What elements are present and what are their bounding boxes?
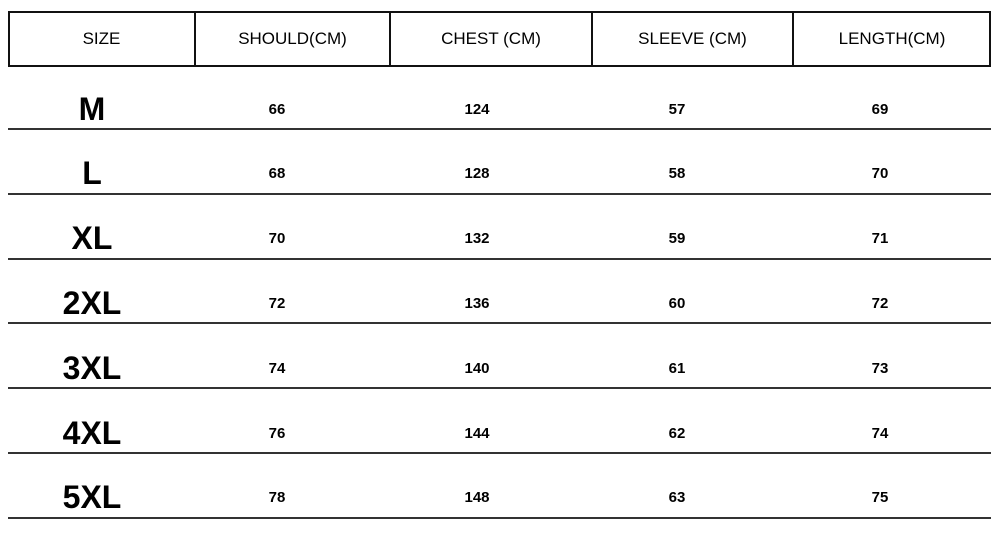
row-line bbox=[8, 452, 991, 454]
measurement: 58 bbox=[668, 165, 686, 183]
measurement: 76 bbox=[268, 424, 286, 442]
measurement: 124 bbox=[464, 100, 490, 118]
header-cell: SLEEVE (CM) bbox=[638, 29, 747, 48]
row-line bbox=[8, 128, 991, 130]
column-divider bbox=[389, 11, 391, 67]
measurement: 66 bbox=[268, 100, 286, 118]
measurement: 75 bbox=[871, 489, 889, 507]
size-label: 4XL bbox=[62, 414, 122, 451]
measurement: 68 bbox=[268, 165, 286, 183]
column-divider bbox=[194, 11, 196, 67]
measurement: 71 bbox=[871, 230, 889, 248]
size-label: M bbox=[78, 90, 106, 127]
measurement: 132 bbox=[464, 230, 490, 248]
measurement: 74 bbox=[871, 424, 889, 442]
measurement: 72 bbox=[871, 294, 889, 312]
header-cell: SIZE bbox=[82, 29, 121, 48]
header-box bbox=[8, 11, 991, 67]
column-divider bbox=[792, 11, 794, 67]
measurement: 57 bbox=[668, 100, 686, 118]
measurement: 70 bbox=[268, 230, 286, 248]
row-line bbox=[8, 516, 991, 519]
measurement: 59 bbox=[668, 230, 686, 248]
measurement: 128 bbox=[464, 165, 490, 183]
header-cell: SHOULD(CM) bbox=[238, 29, 347, 48]
measurement: 136 bbox=[464, 294, 490, 312]
measurement: 78 bbox=[268, 489, 286, 507]
header-cell: CHEST (CM) bbox=[441, 29, 541, 48]
size-label: XL bbox=[71, 220, 113, 257]
row-line bbox=[8, 322, 991, 325]
measurement: 73 bbox=[871, 359, 889, 377]
row-line bbox=[8, 257, 991, 260]
size-label: 5XL bbox=[62, 479, 122, 516]
measurement: 62 bbox=[668, 424, 686, 442]
measurement: 148 bbox=[464, 489, 490, 507]
measurement: 70 bbox=[871, 165, 889, 183]
measurement: 140 bbox=[464, 359, 490, 377]
size-label: 3XL bbox=[62, 349, 122, 386]
measurement: 61 bbox=[668, 359, 686, 377]
measurement: 63 bbox=[668, 489, 686, 507]
row-line bbox=[8, 192, 991, 195]
row-line bbox=[8, 387, 991, 390]
size-label: 2XL bbox=[62, 284, 122, 321]
measurement: 60 bbox=[668, 294, 686, 312]
size-label: L bbox=[82, 155, 102, 192]
header-cell: LENGTH(CM) bbox=[838, 29, 946, 48]
measurement: 72 bbox=[268, 294, 286, 312]
measurement: 69 bbox=[871, 100, 889, 118]
column-divider bbox=[591, 11, 593, 67]
measurement: 74 bbox=[268, 359, 286, 377]
measurement: 144 bbox=[464, 424, 490, 442]
